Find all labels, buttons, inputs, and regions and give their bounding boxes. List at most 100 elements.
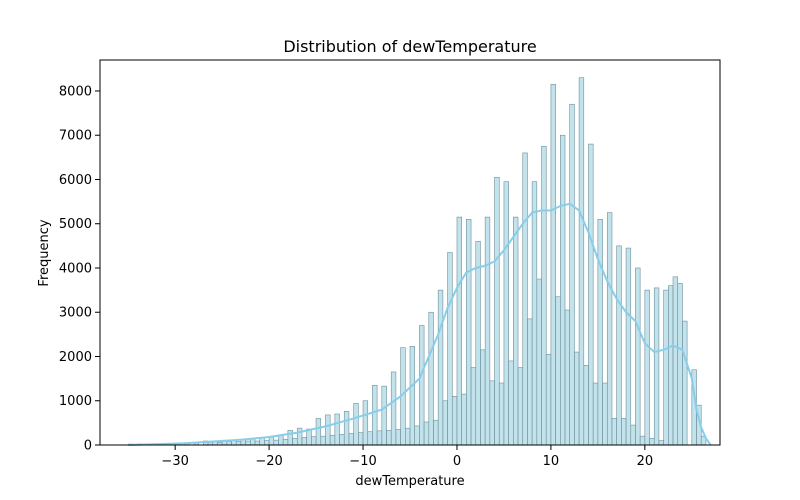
histogram-bar <box>649 438 655 446</box>
histogram-bar <box>381 385 387 446</box>
histogram-bar <box>531 181 538 446</box>
histogram-bar <box>362 400 369 446</box>
histogram-bar <box>311 436 317 446</box>
y-tick-label: 4000 <box>59 261 92 276</box>
histogram-bar <box>480 349 486 446</box>
histogram-bar <box>616 245 622 446</box>
histogram-bar <box>564 309 570 446</box>
histogram-bar <box>668 285 674 446</box>
plot-frame <box>99 59 721 446</box>
y-tick-label: 5000 <box>59 217 92 232</box>
histogram-bar <box>282 438 289 446</box>
histogram-bar <box>503 181 509 446</box>
y-tick-label: 6000 <box>59 173 92 188</box>
histogram-bar <box>325 414 331 446</box>
y-tick-label: 0 <box>84 439 92 454</box>
histogram-bar <box>442 400 448 446</box>
histogram-bar <box>447 252 453 446</box>
histogram-bar <box>635 267 641 446</box>
histogram-bar <box>264 440 270 446</box>
histogram-bar <box>559 134 566 446</box>
histogram-bar <box>451 396 458 446</box>
histogram-bar <box>395 429 401 446</box>
histogram-bar <box>574 351 580 446</box>
histogram-bar <box>588 143 594 446</box>
histogram-bar <box>470 367 477 446</box>
chart-title: Distribution of dewTemperature <box>283 37 536 56</box>
histogram-bar <box>592 382 599 446</box>
y-tick-label: 2000 <box>59 350 92 365</box>
histogram-bar <box>597 219 603 446</box>
x-axis-label: dewTemperature <box>355 474 464 489</box>
histogram-bar <box>404 427 411 446</box>
histogram-bar <box>339 434 345 446</box>
histogram-bar <box>621 418 627 446</box>
histogram-bar <box>602 382 608 446</box>
histogram-bar <box>625 247 632 446</box>
histogram-bar <box>428 311 434 446</box>
histogram-bar <box>315 418 322 446</box>
histogram-bar <box>419 325 425 446</box>
histogram-bar <box>320 435 326 446</box>
x-tick-label: 10 <box>543 454 560 469</box>
histogram-bar <box>372 384 378 446</box>
histogram-bar <box>386 430 392 446</box>
histogram-bar <box>301 437 307 446</box>
y-axis-label: Frequency <box>37 219 52 286</box>
histogram-bar <box>644 289 650 446</box>
histogram-bar <box>517 367 524 446</box>
histogram-bar <box>508 360 514 446</box>
histogram-bar <box>494 176 500 446</box>
histogram-bar <box>423 421 430 446</box>
histogram-bar <box>268 436 275 446</box>
x-tick-label: −30 <box>161 454 188 469</box>
histogram-bar <box>461 393 467 446</box>
histogram-bar <box>498 382 505 446</box>
histogram-bar <box>358 432 364 446</box>
x-tick-label: 0 <box>453 454 461 469</box>
histogram-bar <box>663 289 669 446</box>
histogram-bar <box>348 433 354 446</box>
histogram-bar <box>254 440 260 446</box>
y-tick-label: 8000 <box>59 84 92 99</box>
histogram-bar <box>245 440 251 446</box>
histogram-bar <box>273 439 279 446</box>
y-tick-label: 3000 <box>59 306 92 321</box>
histogram-bar <box>390 371 397 446</box>
histogram-bar <box>630 424 636 446</box>
histogram-bar <box>376 430 383 446</box>
histogram-bar <box>578 77 585 446</box>
histogram-bar <box>475 241 481 446</box>
histogram-bar <box>522 152 528 446</box>
histogram-bar <box>545 353 552 446</box>
histogram-bar <box>329 434 336 446</box>
histogram-bar <box>569 103 575 446</box>
y-tick-label: 1000 <box>59 394 92 409</box>
histogram-bar <box>672 276 679 446</box>
histogram-bar <box>353 403 359 446</box>
histogram-bar <box>653 287 660 446</box>
histogram-bar <box>466 219 472 446</box>
histogram-bar <box>456 216 462 446</box>
x-axis-ticks: −30 −20 −10 0 10 20 <box>161 445 653 469</box>
histogram-bar <box>658 440 664 446</box>
histogram-bar <box>682 320 688 446</box>
histogram-bar <box>409 346 415 446</box>
kde-curve <box>128 202 712 446</box>
histogram-bars <box>127 77 707 446</box>
histogram-bar <box>606 212 613 446</box>
x-tick-label: −10 <box>349 454 376 469</box>
x-tick-label: −20 <box>255 454 282 469</box>
histogram-bar <box>550 84 556 446</box>
histogram-bar <box>555 296 561 446</box>
x-tick-label: 20 <box>637 454 654 469</box>
histogram-bar <box>250 438 256 446</box>
histogram-bar <box>343 411 350 446</box>
histogram-bar <box>235 441 242 446</box>
histogram-bar <box>513 216 519 446</box>
histogram-bar <box>527 318 533 446</box>
histogram-bar <box>639 435 646 446</box>
histogram-bar <box>611 418 617 446</box>
histogram-bar <box>677 283 683 446</box>
